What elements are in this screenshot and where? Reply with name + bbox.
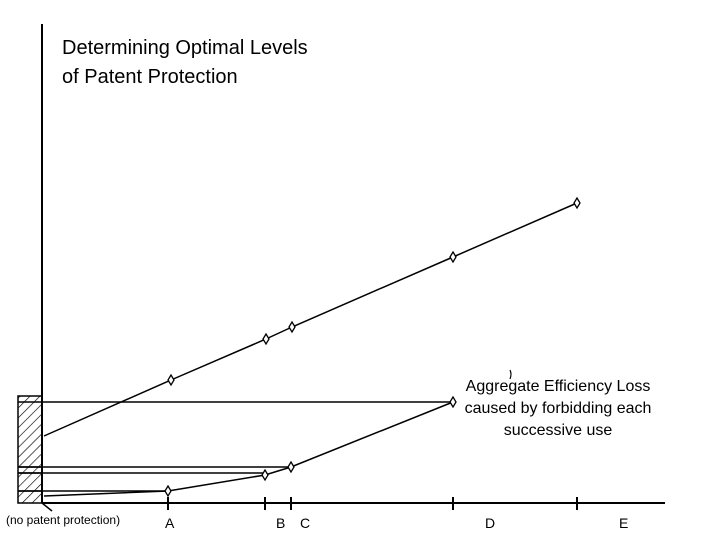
upper-curve-markers (167, 196, 581, 387)
x-label-origin: (no patent protection) (6, 513, 121, 527)
upper-marker-a (167, 373, 175, 387)
upper-marker-c (288, 320, 296, 334)
annotation-line-2: caused by forbidding each (464, 400, 652, 417)
efficiency-loss-curve (43, 401, 454, 497)
loss-marker-c (287, 460, 295, 474)
annotation-line-1: Aggregate Efficiency Loss (465, 378, 651, 395)
annotation-line-3: successive use (503, 422, 613, 439)
x-label-c: C (300, 515, 311, 531)
loss-marker-d (449, 395, 457, 409)
title-line-1: Determining Optimal Levels (62, 37, 308, 59)
hatched-bar (17, 395, 43, 504)
x-label-b: B (276, 515, 286, 531)
upper-marker-d (449, 250, 457, 264)
x-axis-ticks (167, 497, 578, 510)
loss-marker-b (261, 468, 269, 482)
annotation-squiggle (509, 369, 512, 380)
upper-marker-e (573, 196, 581, 210)
x-label-e: E (619, 515, 629, 531)
efficiency-loss-markers (164, 395, 457, 498)
x-label-a: A (165, 515, 175, 531)
origin-pointer (41, 502, 53, 512)
loss-marker-a (164, 484, 172, 498)
title-line-2: of Patent Protection (62, 66, 238, 88)
upper-marker-b (262, 332, 270, 346)
upper-curve (43, 202, 578, 437)
x-label-d: D (485, 515, 496, 531)
reference-lines (18, 401, 453, 492)
